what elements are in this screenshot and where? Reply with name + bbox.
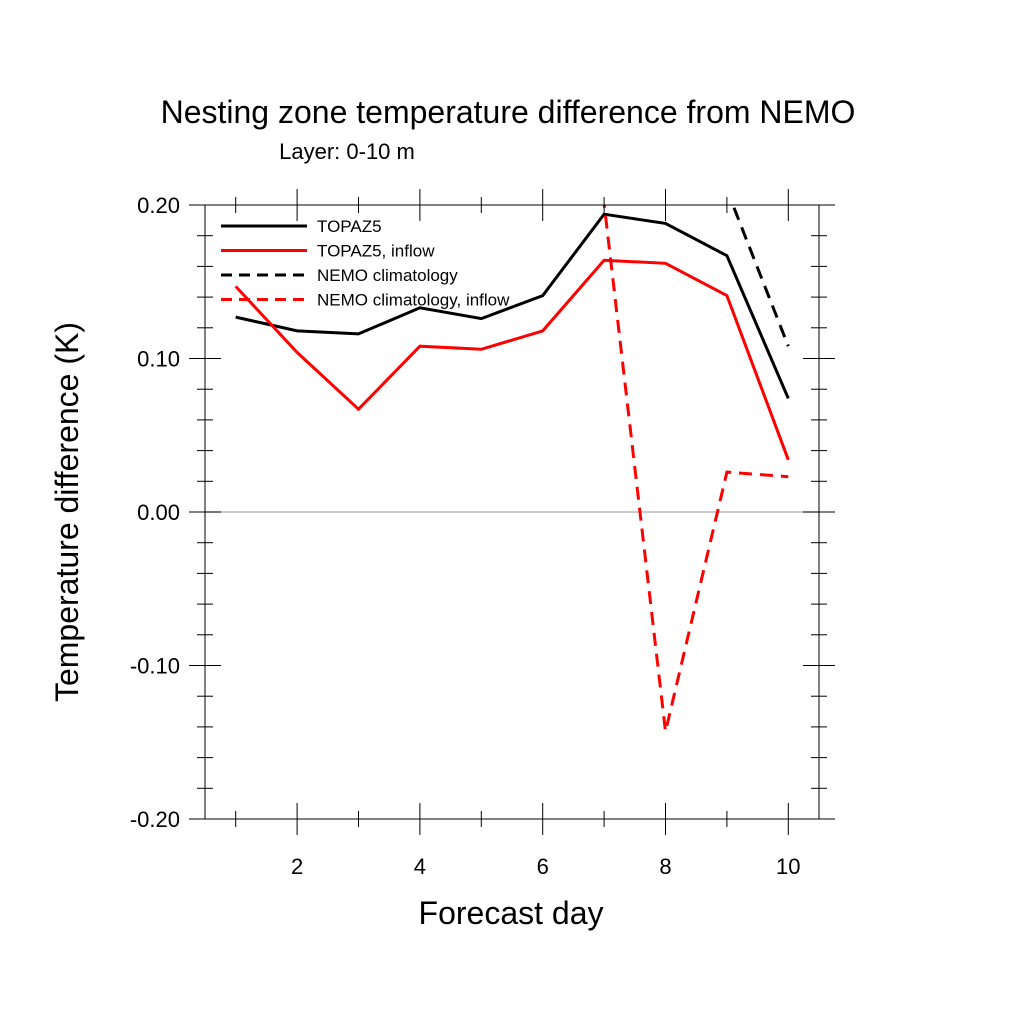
legend-label-4: NEMO climatology, inflow xyxy=(317,291,510,310)
series-line-4 xyxy=(602,205,789,732)
legend-label-2: TOPAZ5, inflow xyxy=(317,242,435,261)
chart-subtitle: Layer: 0-10 m xyxy=(279,139,415,164)
legend-label-3: NEMO climatology xyxy=(317,266,458,285)
tick-layer: 2 4 6 8 10 -0.20 -0.10 0.00 0.10 0.20 xyxy=(130,189,835,879)
legend: TOPAZ5 TOPAZ5, inflow NEMO climatology NEMO… xyxy=(221,217,510,310)
series-line-1 xyxy=(235,212,790,399)
y-tick-label: 0.20 xyxy=(137,193,180,218)
x-tick-label: 4 xyxy=(414,854,426,879)
y-tick-label: -0.10 xyxy=(130,654,180,679)
y-tick-label: 0.00 xyxy=(137,500,180,525)
x-axis-title: Forecast day xyxy=(419,895,604,931)
x-tick-label: 6 xyxy=(537,854,549,879)
y-tick-label: -0.20 xyxy=(130,807,180,832)
y-axis-title: Temperature difference (K) xyxy=(49,322,85,702)
y-tick-label: 0.10 xyxy=(137,347,180,372)
x-tick-label: 8 xyxy=(659,854,671,879)
chart-title: Nesting zone temperature difference from… xyxy=(161,94,856,130)
legend-label-1: TOPAZ5 xyxy=(317,217,382,236)
series-layer xyxy=(234,205,790,732)
x-tick-label: 10 xyxy=(776,854,800,879)
series-line-2 xyxy=(234,258,790,461)
x-tick-label: 2 xyxy=(291,854,303,879)
